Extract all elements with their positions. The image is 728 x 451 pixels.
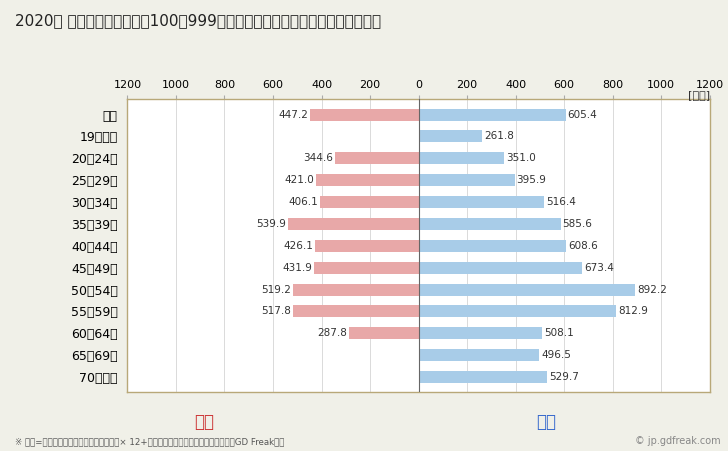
Text: 529.7: 529.7 [549, 372, 579, 382]
Bar [310, 109, 419, 120]
Bar [419, 327, 542, 339]
Bar [315, 240, 419, 252]
Bar [419, 349, 539, 361]
Text: 421.0: 421.0 [285, 175, 314, 185]
Text: 496.5: 496.5 [541, 350, 571, 360]
Text: 585.6: 585.6 [563, 219, 593, 229]
Bar [419, 196, 544, 208]
Bar [419, 240, 566, 252]
Text: 892.2: 892.2 [637, 285, 667, 295]
Text: 431.9: 431.9 [282, 262, 312, 273]
Text: 女性: 女性 [194, 413, 214, 431]
Bar [317, 174, 419, 186]
Bar [320, 196, 419, 208]
Bar [293, 305, 419, 318]
Text: © jp.gdfreak.com: © jp.gdfreak.com [635, 437, 721, 446]
Bar [419, 284, 635, 295]
Text: 517.8: 517.8 [261, 306, 291, 317]
Bar [419, 130, 482, 143]
Bar [314, 262, 419, 274]
Text: 395.9: 395.9 [517, 175, 547, 185]
Bar [335, 152, 419, 164]
Bar [419, 262, 582, 274]
Bar [293, 284, 419, 295]
Text: ※ 年収=「きまって支給する現金給与額」× 12+「年間賞与その他特別給与額」としてGD Freak推計: ※ 年収=「きまって支給する現金給与額」× 12+「年間賞与その他特別給与額」と… [15, 437, 284, 446]
Text: 2020年 民間企業（従業者数100～999人）フルタイム労働者の男女別平均年収: 2020年 民間企業（従業者数100～999人）フルタイム労働者の男女別平均年収 [15, 14, 381, 28]
Bar [419, 305, 616, 318]
Text: 812.9: 812.9 [618, 306, 648, 317]
Text: 516.4: 516.4 [546, 197, 576, 207]
Text: 344.6: 344.6 [303, 153, 333, 163]
Text: 261.8: 261.8 [484, 131, 514, 142]
Text: 男性: 男性 [536, 413, 556, 431]
Text: 539.9: 539.9 [256, 219, 285, 229]
Bar [419, 109, 566, 120]
Bar [419, 152, 504, 164]
Text: 287.8: 287.8 [317, 328, 347, 338]
Text: 605.4: 605.4 [567, 110, 597, 120]
Bar [349, 327, 419, 339]
Text: [万円]: [万円] [688, 90, 710, 100]
Bar [419, 218, 561, 230]
Text: 426.1: 426.1 [283, 241, 313, 251]
Text: 519.2: 519.2 [261, 285, 290, 295]
Bar [419, 371, 547, 383]
Text: 447.2: 447.2 [278, 110, 308, 120]
Bar [419, 174, 515, 186]
Bar [288, 218, 419, 230]
Text: 406.1: 406.1 [288, 197, 318, 207]
Text: 673.4: 673.4 [584, 262, 614, 273]
Text: 351.0: 351.0 [506, 153, 536, 163]
Text: 608.6: 608.6 [569, 241, 598, 251]
Text: 508.1: 508.1 [544, 328, 574, 338]
